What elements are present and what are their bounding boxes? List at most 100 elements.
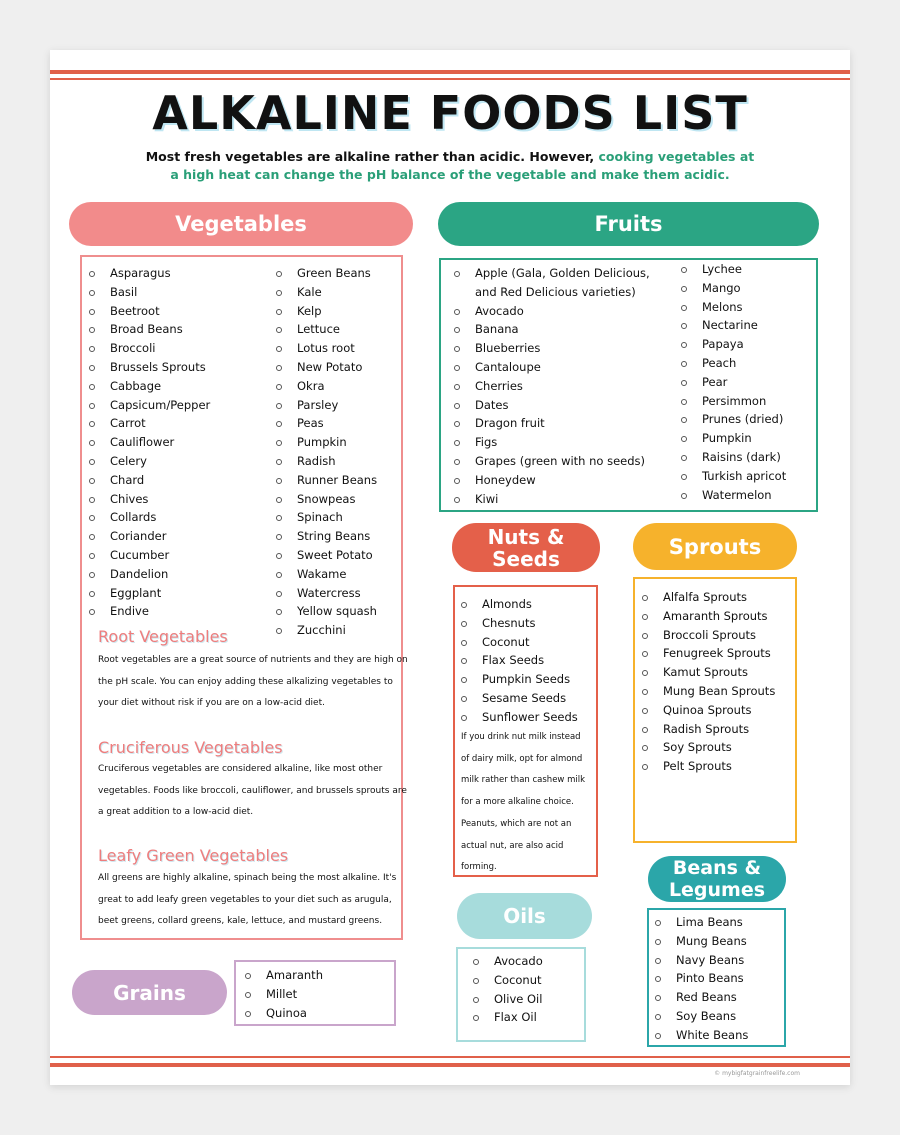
list-item: New Potato: [276, 358, 377, 377]
nuts-title-line1: Nuts &: [487, 524, 565, 549]
list-item: Blueberries: [454, 339, 654, 358]
fruits-box: Apple (Gala, Golden Delicious, and Red D…: [439, 258, 818, 512]
fruits-header: Fruits: [438, 202, 819, 246]
list-item: Persimmon: [681, 392, 786, 411]
list-item: Fenugreek Sprouts: [642, 644, 775, 663]
grains-box: Amaranth Millet Quinoa: [234, 960, 396, 1026]
list-item: Lima Beans: [655, 913, 748, 932]
list-item: Alfalfa Sprouts: [642, 588, 775, 607]
list-item: Dates: [454, 396, 654, 415]
leafy-green-heading: Leafy Green Vegetables: [98, 846, 289, 865]
list-item: Cauliflower: [89, 433, 210, 452]
oils-box: Avocado Coconut Olive Oil Flax Oil: [456, 947, 586, 1042]
top-rule-thin: [50, 78, 850, 80]
list-item: Capsicum/Pepper: [89, 396, 210, 415]
list-item: Almonds: [461, 595, 578, 614]
root-vegetables-heading: Root Vegetables: [98, 627, 228, 646]
list-item: White Beans: [655, 1026, 748, 1045]
beans-legumes-header: Beans & Legumes: [648, 856, 786, 902]
list-item: Chard: [89, 471, 210, 490]
list-item: Navy Beans: [655, 951, 748, 970]
list-item: Sesame Seeds: [461, 689, 578, 708]
list-item: Endive: [89, 602, 210, 621]
list-item: Papaya: [681, 335, 786, 354]
infographic-page: ALKALINE FOODS LIST Most fresh vegetable…: [50, 50, 850, 1085]
list-item: Spinach: [276, 508, 377, 527]
list-item: Raisins (dark): [681, 448, 786, 467]
list-item: Dragon fruit: [454, 414, 654, 433]
list-item: Turkish apricot: [681, 467, 786, 486]
list-item: Red Beans: [655, 988, 748, 1007]
nuts-seeds-box: Almonds Chesnuts Coconut Flax Seeds Pumpkin …: [453, 585, 598, 877]
list-item: Brussels Sprouts: [89, 358, 210, 377]
list-item: Snowpeas: [276, 490, 377, 509]
cruciferous-heading: Cruciferous Vegetables: [98, 738, 283, 757]
list-item: Apple (Gala, Golden Delicious, and Red D…: [454, 264, 654, 302]
sprouts-box: Alfalfa Sprouts Amaranth Sprouts Broccoli …: [633, 577, 797, 843]
list-item: Mung Beans: [655, 932, 748, 951]
list-item: Chives: [89, 490, 210, 509]
oils-header: Oils: [457, 893, 592, 939]
footer-credit: © mybigfatgrainfreelife.com: [714, 1070, 800, 1077]
list-item: Carrot: [89, 414, 210, 433]
list-item: Quinoa: [245, 1004, 323, 1023]
list-item: Radish Sprouts: [642, 720, 775, 739]
vegetables-box: Asparagus Basil Beetroot Broad Beans Broccol…: [80, 255, 408, 940]
list-item: Eggplant: [89, 584, 210, 603]
list-item: Broad Beans: [89, 320, 210, 339]
list-item: Kale: [276, 283, 377, 302]
list-item: Pelt Sprouts: [642, 757, 775, 776]
list-item: Okra: [276, 377, 377, 396]
sprouts-list: Alfalfa Sprouts Amaranth Sprouts Broccoli …: [642, 588, 775, 776]
beans-list: Lima Beans Mung Beans Navy Beans Pinto Bean…: [655, 913, 748, 1045]
list-item: Sunflower Seeds: [461, 708, 578, 727]
list-item: Chesnuts: [461, 614, 578, 633]
list-item: Flax Oil: [473, 1008, 543, 1027]
list-item: Lotus root: [276, 339, 377, 358]
vegetables-header: Vegetables: [69, 202, 413, 246]
list-item: Pinto Beans: [655, 969, 748, 988]
beans-title-line2: Legumes: [668, 879, 766, 901]
fruits-list-col1: Apple (Gala, Golden Delicious, and Red D…: [454, 264, 654, 508]
list-item: Kamut Sprouts: [642, 663, 775, 682]
list-item: Basil: [89, 283, 210, 302]
list-item: Figs: [454, 433, 654, 452]
intro-text: Most fresh vegetables are alkaline rathe…: [140, 148, 760, 184]
nuts-seeds-header: Nuts & Seeds: [452, 523, 600, 572]
root-vegetables-text: Root vegetables are a great source of nu…: [98, 655, 408, 708]
list-item: Broccoli Sprouts: [642, 626, 775, 645]
page-title: ALKALINE FOODS LIST: [152, 86, 748, 140]
grains-list: Amaranth Millet Quinoa: [245, 966, 323, 1022]
list-item: Beetroot: [89, 302, 210, 321]
list-item: Soy Beans: [655, 1007, 748, 1026]
list-item: Peas: [276, 414, 377, 433]
list-item: Kiwi: [454, 490, 654, 509]
intro-plain: Most fresh vegetables are alkaline rathe…: [145, 149, 599, 164]
list-item: Broccoli: [89, 339, 210, 358]
nuts-title-line2: Seeds: [492, 546, 560, 571]
intro-highlight: cooking vegetables at a high heat can ch…: [170, 149, 755, 182]
list-item: Watercress: [276, 584, 377, 603]
list-item: Celery: [89, 452, 210, 471]
nuts-note: If you drink nut milk instead of dairy m…: [461, 732, 586, 873]
list-item: Peach: [681, 354, 786, 373]
top-rule: [50, 70, 850, 74]
bottom-rule-thin: [50, 1056, 850, 1058]
list-item: Mango: [681, 279, 786, 298]
list-item: Runner Beans: [276, 471, 377, 490]
list-item: Melons: [681, 298, 786, 317]
list-item: Pumpkin: [681, 429, 786, 448]
list-item: Amaranth: [245, 966, 323, 985]
list-item: Lychee: [681, 260, 786, 279]
list-item: Pumpkin: [276, 433, 377, 452]
list-item: Yellow squash: [276, 602, 377, 621]
list-item: Green Beans: [276, 264, 377, 283]
list-item: Coriander: [89, 527, 210, 546]
list-item: Soy Sprouts: [642, 738, 775, 757]
list-item: Kelp: [276, 302, 377, 321]
list-item: Sweet Potato: [276, 546, 377, 565]
nuts-list: Almonds Chesnuts Coconut Flax Seeds Pumpkin …: [461, 595, 578, 727]
list-item: Quinoa Sprouts: [642, 701, 775, 720]
beans-legumes-box: Lima Beans Mung Beans Navy Beans Pinto Bean…: [647, 908, 786, 1047]
cruciferous-text: Cruciferous vegetables are considered al…: [98, 764, 407, 817]
